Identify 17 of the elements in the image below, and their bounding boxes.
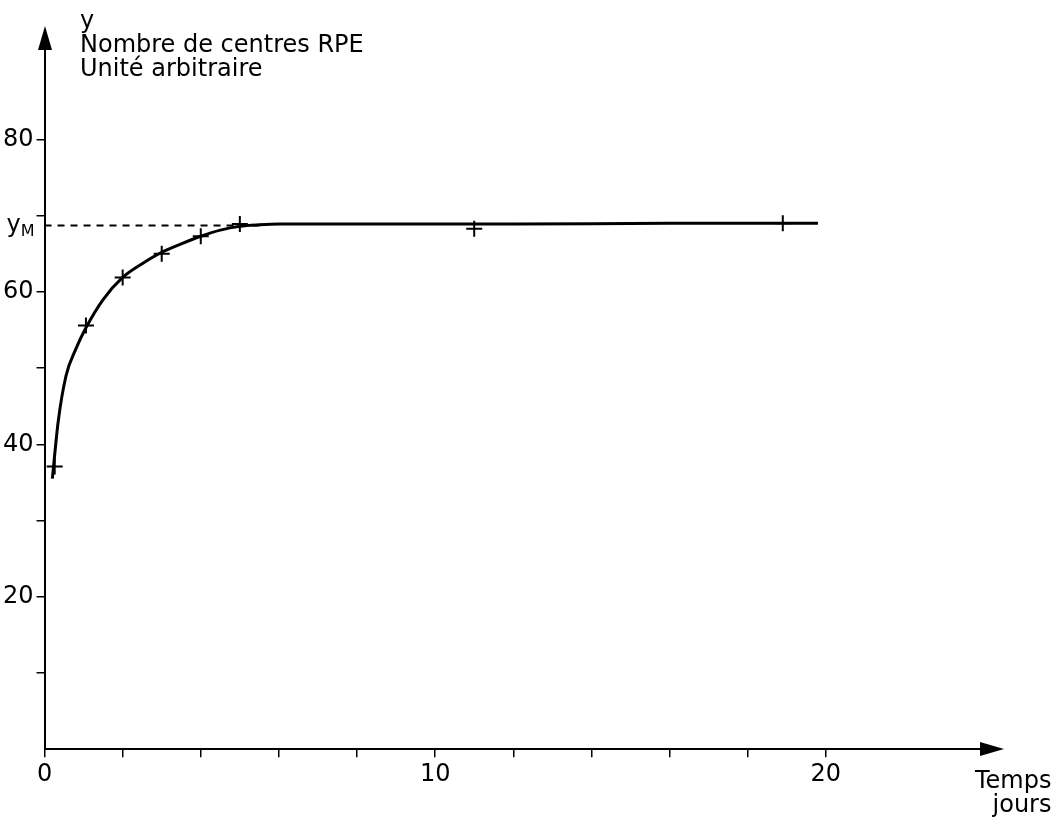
point: [773, 214, 792, 233]
point: [230, 215, 249, 234]
y-tick-label: 20: [2, 581, 34, 609]
x-tick-label: 10: [419, 758, 451, 787]
y-axis-title: y Nombre de centres RPE Unité arbitraire: [80, 6, 364, 82]
y-tick-label: 60: [2, 276, 34, 305]
y-tick-label: 40: [2, 428, 34, 457]
point: [45, 457, 64, 476]
x-axis-title: Temps jours: [975, 766, 1052, 818]
point: [152, 244, 171, 263]
x-tick-label: 20: [810, 758, 842, 787]
y-tick-label: 80: [2, 123, 34, 152]
point: [465, 219, 484, 238]
point: [191, 227, 210, 246]
point: [113, 268, 132, 287]
x-tick-label: 0: [36, 758, 53, 787]
point: [76, 316, 95, 335]
